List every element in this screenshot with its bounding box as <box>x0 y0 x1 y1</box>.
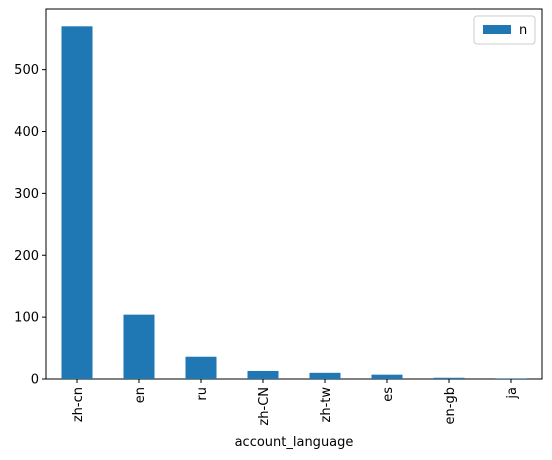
x-axis: zh-cn en ru zh-CN zh-tw es en-gb ja <box>71 379 520 426</box>
x-tick-label-zh-CN: zh-CN <box>257 387 272 426</box>
y-tick-label-300: 300 <box>14 187 39 202</box>
x-tick-label-es: es <box>381 387 396 402</box>
bar-ja <box>495 378 527 379</box>
x-tick-label-zh-cn: zh-cn <box>71 387 86 422</box>
legend-label: n <box>519 23 527 38</box>
bar-zh-CN <box>247 370 279 379</box>
legend-swatch <box>483 25 511 34</box>
y-tick-label-500: 500 <box>14 63 39 78</box>
bar-zh-tw <box>309 372 341 379</box>
y-tick-label-400: 400 <box>14 125 39 140</box>
bar-en-gb <box>433 377 465 379</box>
bar-es <box>371 374 403 379</box>
x-tick-label-ja: ja <box>505 387 520 400</box>
x-axis-label: account_language <box>235 435 354 450</box>
x-tick-label-en: en <box>133 387 148 403</box>
y-tick-label-100: 100 <box>14 311 39 326</box>
y-tick-label-200: 200 <box>14 249 39 264</box>
bar-en <box>123 314 155 379</box>
bars-group <box>61 26 527 380</box>
x-tick-label-ru: ru <box>195 387 210 401</box>
bar-ru <box>185 356 217 379</box>
legend: n <box>473 15 536 45</box>
y-axis: 0 100 200 300 400 500 <box>14 63 46 388</box>
y-tick-label-0: 0 <box>31 373 39 388</box>
x-tick-label-en-gb: en-gb <box>443 387 458 424</box>
x-tick-label-zh-tw: zh-tw <box>319 387 334 423</box>
plot-area-frame <box>45 8 543 380</box>
bar-zh-cn <box>61 26 93 380</box>
